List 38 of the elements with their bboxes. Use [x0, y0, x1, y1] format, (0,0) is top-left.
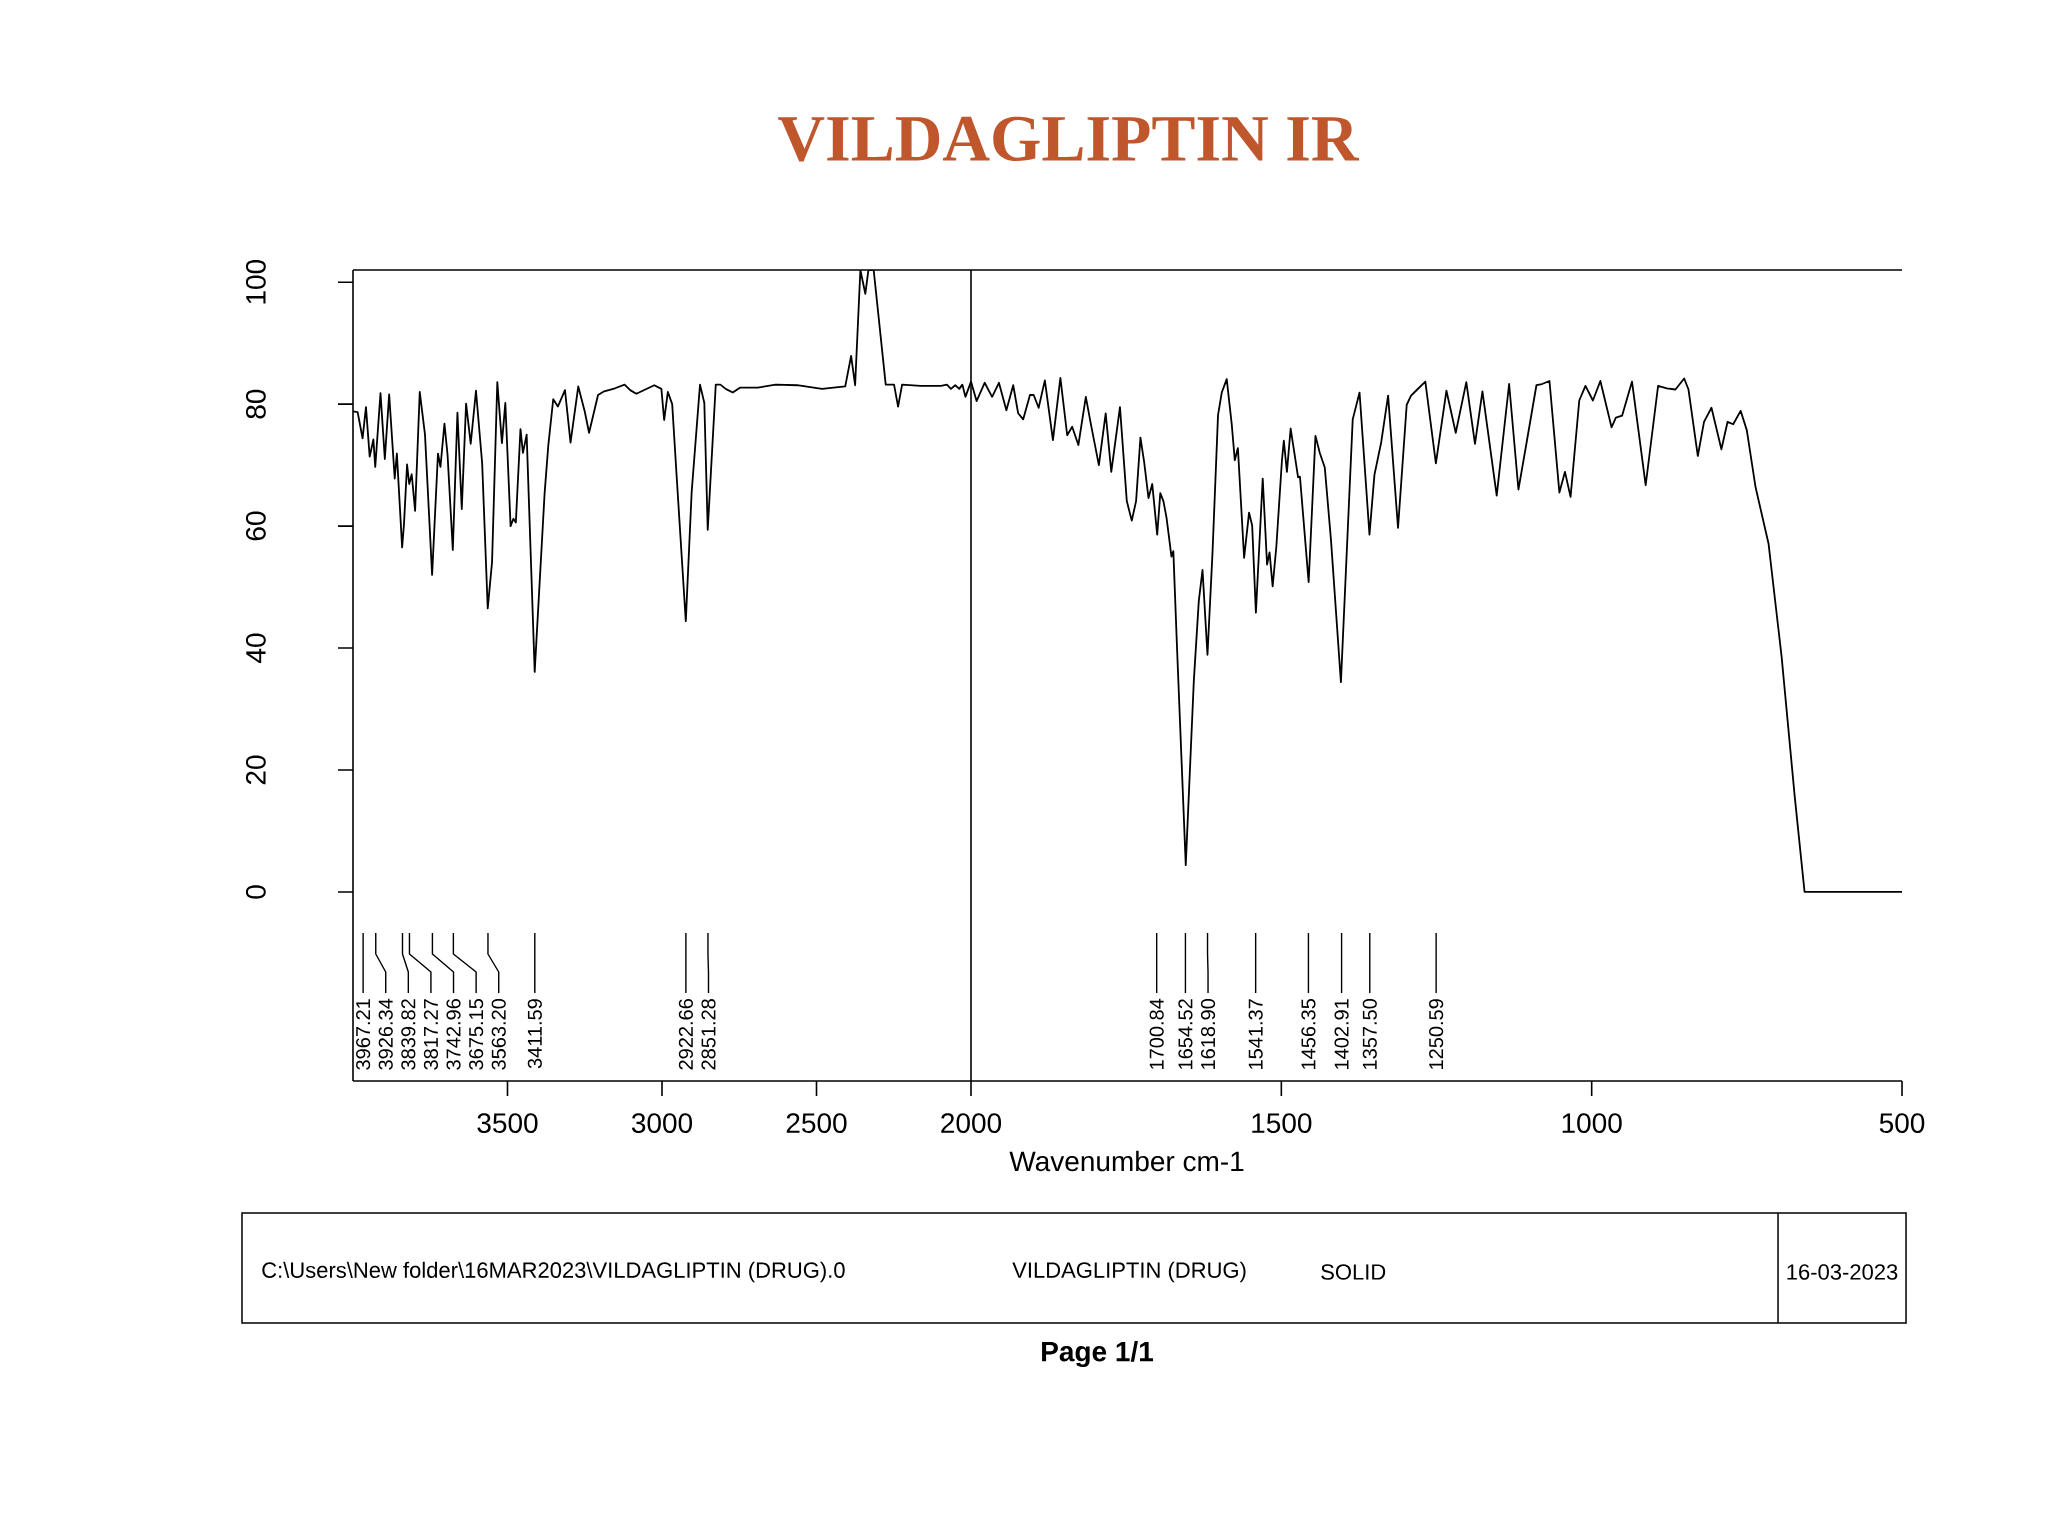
- annotation: 1541.37: [1248, 999, 1263, 1069]
- annotation: 1618.90: [1200, 998, 1216, 1069]
- x-tick-label: 3500: [477, 1113, 538, 1134]
- y-tick-label: 0: [245, 885, 266, 899]
- text: VILDAGLIPTIN (DRUG): [1012, 1261, 1246, 1283]
- x-tick-label: 2500: [786, 1113, 847, 1134]
- annotation: 1402.91: [1334, 999, 1349, 1069]
- annotation: 1700.84: [1149, 998, 1164, 1069]
- y-tick-label: 100: [245, 259, 266, 304]
- y-tick-label: 20: [245, 755, 266, 785]
- chart-title: VILDAGLIPTIN IR: [778, 116, 1360, 162]
- annotation: 3411.59: [527, 999, 542, 1069]
- text: SOLID: [1321, 1264, 1386, 1280]
- annotation: 2851.28: [701, 999, 716, 1070]
- annotation: 3742.96: [446, 999, 461, 1070]
- annotation: 3563.20: [491, 998, 506, 1070]
- x-tick-label: 2000: [941, 1113, 1002, 1134]
- text: 16-03-2023: [1787, 1264, 1898, 1280]
- annotation: 3675.15: [469, 999, 484, 1070]
- y-tick-label: 80: [245, 389, 266, 419]
- x-tick-label: 3000: [631, 1113, 693, 1134]
- text: Page 1/1: [1042, 1340, 1154, 1368]
- y-tick-label: 60: [245, 511, 266, 541]
- text: C:\Users\New folder\16MAR2023\VILDAGLIPTIN (DRUG).0: [262, 1261, 845, 1283]
- x-axis-title: Wavenumber cm-1: [1009, 1150, 1244, 1172]
- y-tick-label: 40: [245, 633, 266, 663]
- annotation: 3817.27: [423, 999, 439, 1070]
- annotation: 1357.50: [1362, 998, 1377, 1069]
- x-tick-label: 1000: [1562, 1113, 1622, 1134]
- annotation: 3967.21: [356, 999, 371, 1070]
- x-tick-label: 500: [1879, 1113, 1925, 1134]
- annotation: 1654.52: [1178, 999, 1193, 1069]
- annotation: 1250.59: [1429, 999, 1444, 1069]
- annotation: 3839.82: [401, 999, 416, 1070]
- x-tick-label: 1500: [1252, 1113, 1312, 1134]
- annotation: 2922.66: [678, 999, 693, 1070]
- annotation: 1456.35: [1301, 999, 1316, 1069]
- annotation: 3926.34: [378, 998, 393, 1070]
